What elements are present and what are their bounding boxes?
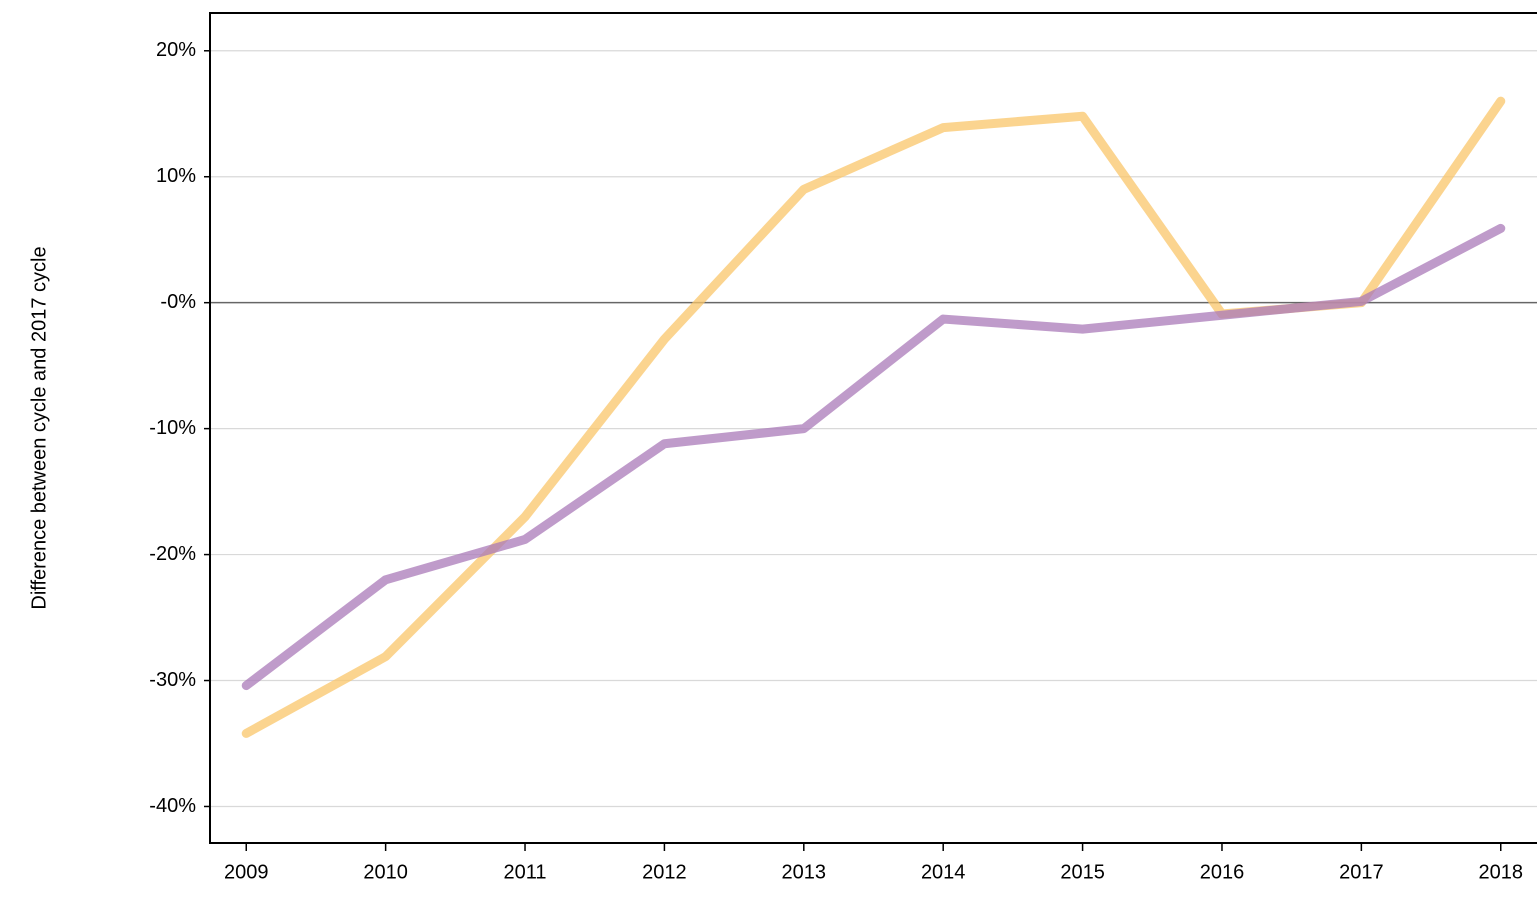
y-axis-title: Difference between cycle and 2017 cycle bbox=[28, 246, 50, 609]
x-tick-label: 2013 bbox=[782, 861, 827, 883]
series-line bbox=[241, 223, 1506, 691]
x-tick-label: 2009 bbox=[224, 861, 269, 883]
x-tick-label: 2011 bbox=[504, 861, 547, 883]
x-tick-label: 2015 bbox=[1060, 861, 1105, 883]
x-tick-label: 2017 bbox=[1339, 861, 1384, 883]
y-tick-label: 20% bbox=[156, 39, 196, 61]
x-tick-label: 2014 bbox=[921, 861, 966, 883]
x-tick-label: 2016 bbox=[1200, 861, 1245, 883]
y-tick-label: 10% bbox=[156, 165, 196, 187]
x-tick-label: 2012 bbox=[642, 861, 687, 883]
y-tick-label: -20% bbox=[149, 543, 196, 565]
y-tick-label: -10% bbox=[149, 417, 196, 439]
axis-frame bbox=[209, 12, 1537, 844]
y-tick-label: -30% bbox=[149, 669, 196, 691]
y-tick-label: -0% bbox=[160, 291, 196, 313]
series-line bbox=[241, 96, 1506, 738]
y-tick-label: -40% bbox=[149, 795, 196, 817]
x-tick-label: 2018 bbox=[1479, 861, 1524, 883]
x-tick-label: 2010 bbox=[363, 861, 408, 883]
